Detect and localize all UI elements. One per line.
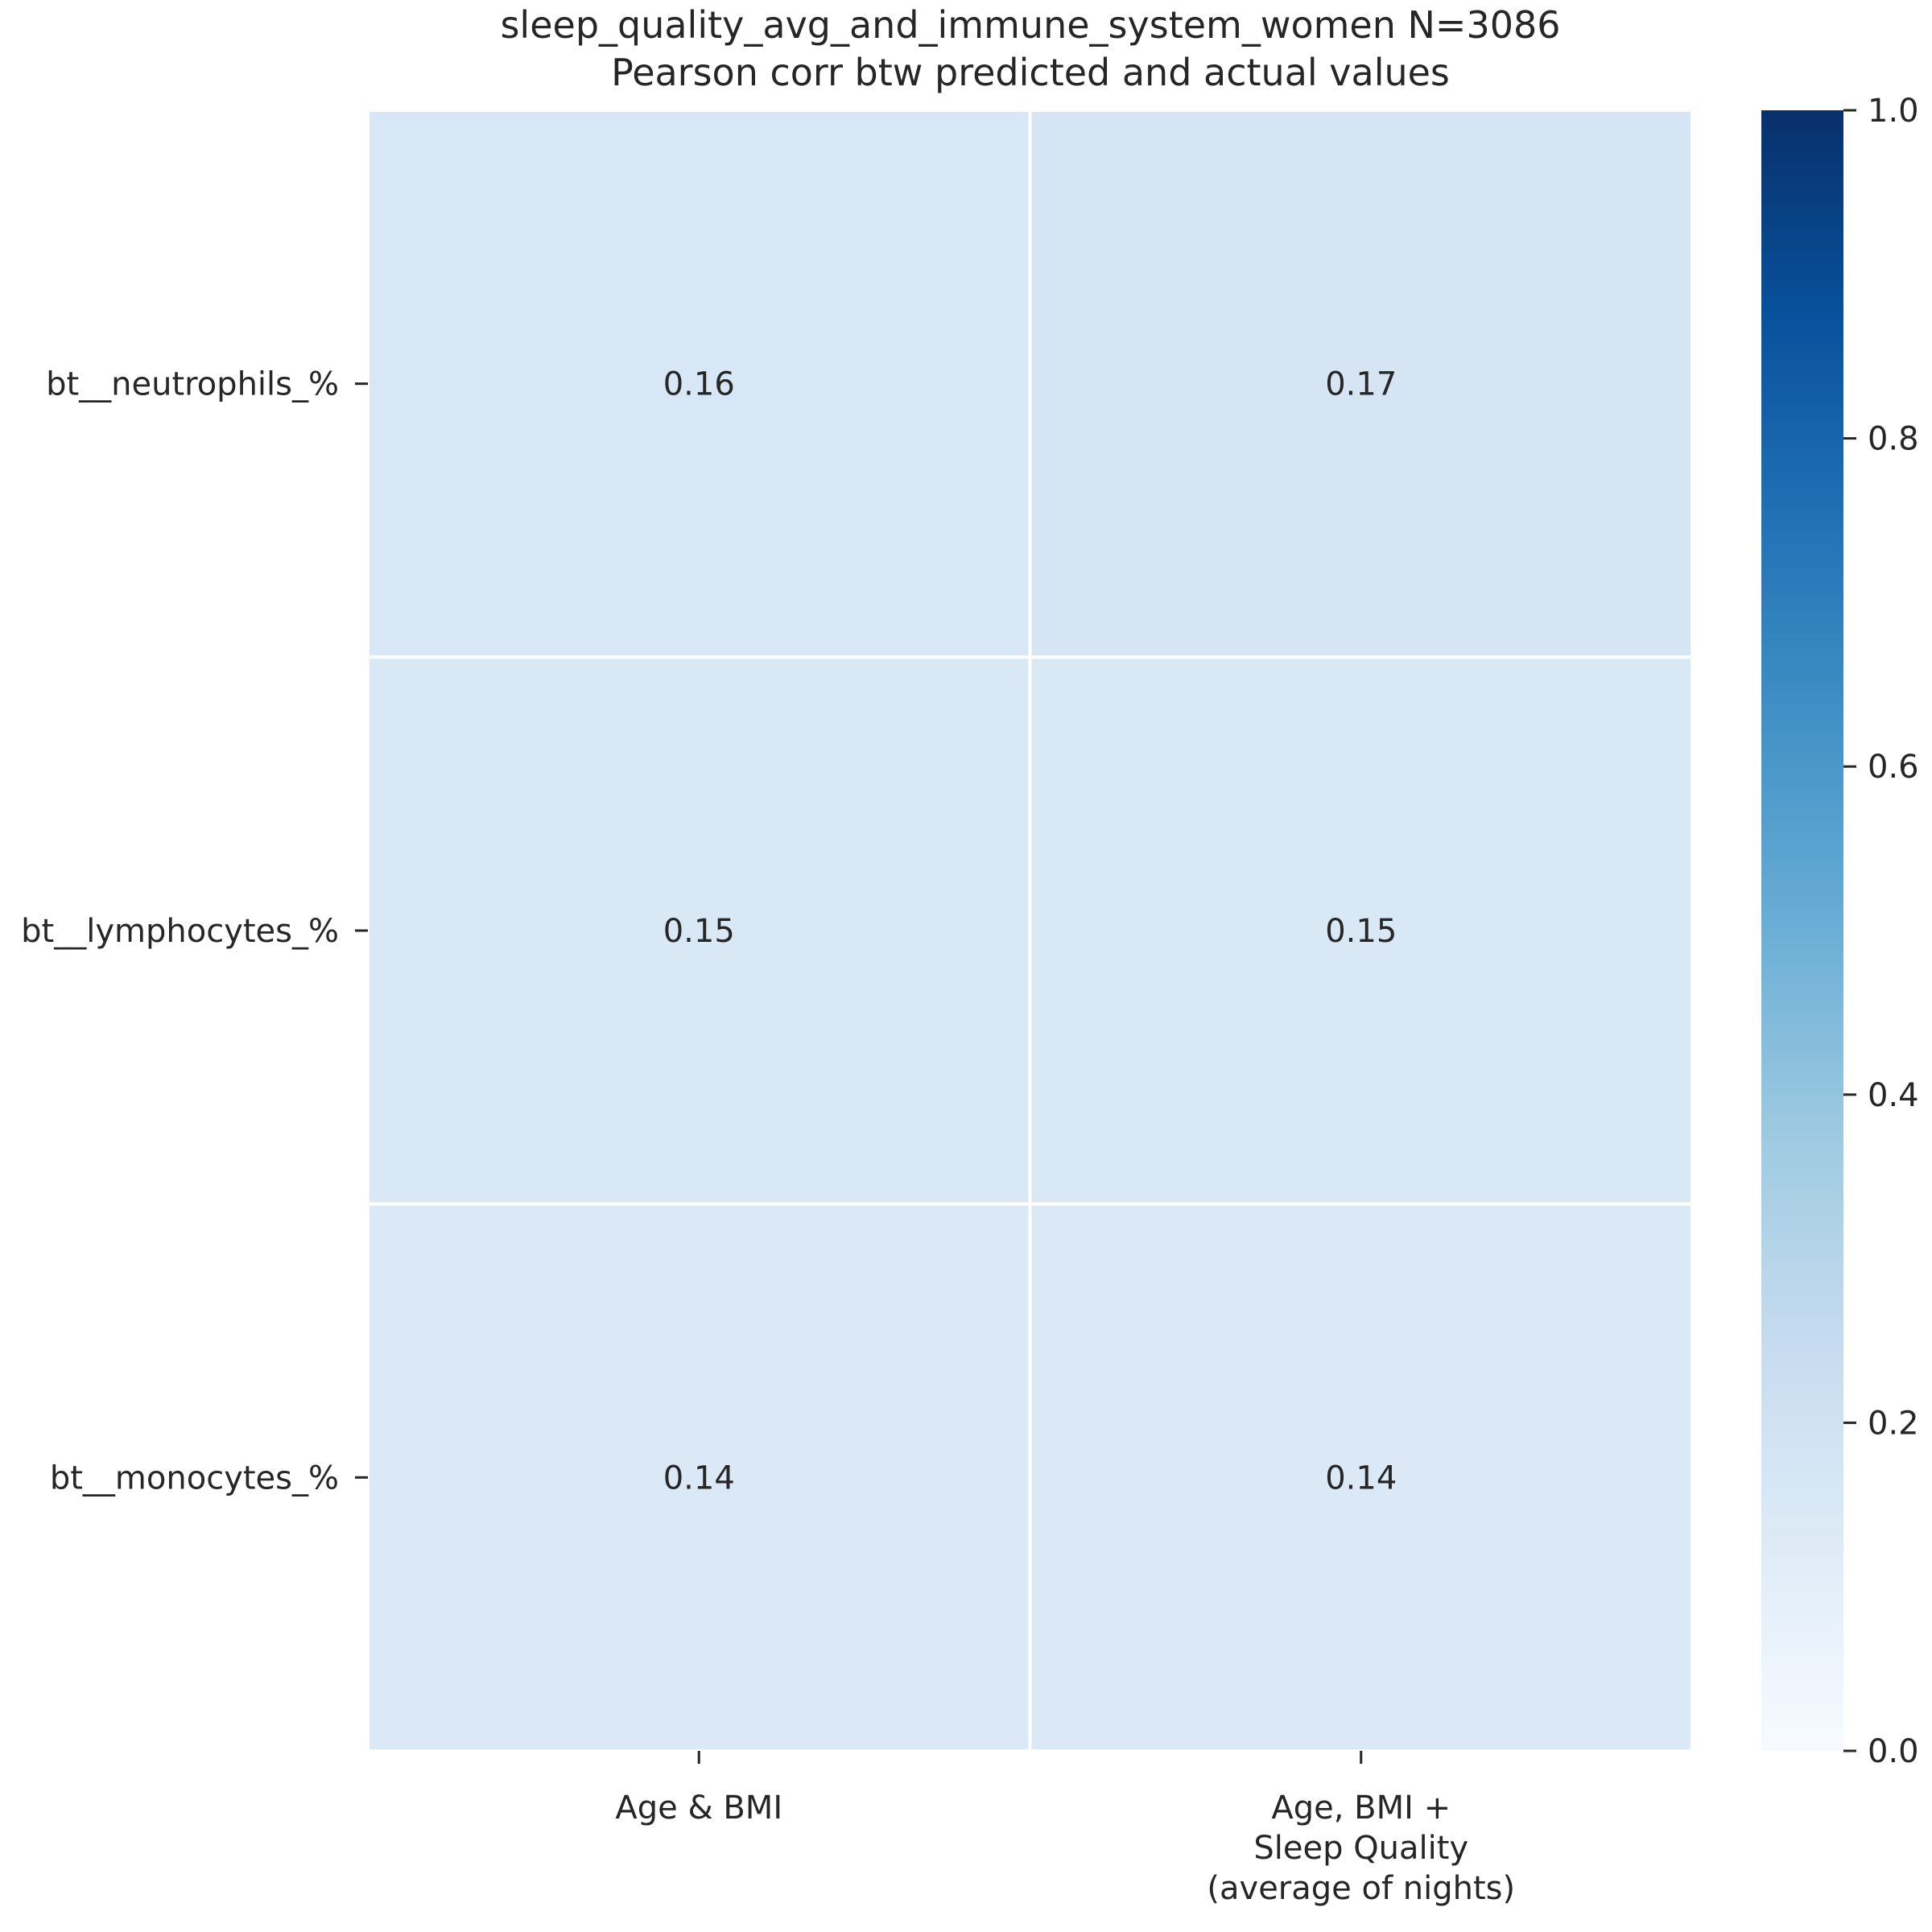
cell-value-label: 0.14 xyxy=(663,1459,735,1496)
colorbar: 0.0 0.2 0.4 0.6 0.8 1.0 xyxy=(1761,93,1919,1770)
colorbar-tick-label: 1.0 xyxy=(1868,93,1919,130)
cell-value-label: 0.17 xyxy=(1325,366,1397,403)
cell-value-label: 0.16 xyxy=(663,366,735,403)
colorbar-tick-label: 0.4 xyxy=(1868,1077,1919,1114)
x-tick-label: Age & BMI xyxy=(615,1790,782,1827)
y-tick-label: bt__monocytes_% xyxy=(50,1459,339,1496)
heatmap-cell xyxy=(1028,109,1694,659)
heatmap-cell xyxy=(366,655,1032,1206)
heatmap-cell xyxy=(366,1202,1032,1752)
x-tick-label: (average of nights) xyxy=(1207,1870,1515,1907)
colorbar-tick-label: 0.0 xyxy=(1868,1733,1919,1770)
heatmap-cells: 0.16 0.17 0.15 0.15 0.14 0.14 xyxy=(366,109,1694,1752)
x-axis: Age & BMI Age, BMI +Sleep Quality(average… xyxy=(615,1751,1515,1907)
colorbar-tick-label: 0.2 xyxy=(1868,1405,1919,1442)
heatmap-cell xyxy=(1028,655,1694,1206)
colorbar-gradient xyxy=(1761,110,1843,1751)
heatmap-cell xyxy=(366,109,1032,659)
cell-value-label: 0.15 xyxy=(663,913,735,950)
cell-value-label: 0.14 xyxy=(1325,1459,1397,1496)
x-tick-label: Age, BMI + xyxy=(1271,1790,1451,1827)
y-axis: bt__neutrophils_% bt__lymphocytes_% bt__mo… xyxy=(21,366,368,1496)
colorbar-tick-label: 0.6 xyxy=(1868,749,1919,786)
heatmap-cell xyxy=(1028,1202,1694,1752)
y-tick-label: bt__neutrophils_% xyxy=(46,366,339,403)
cell-value-label: 0.15 xyxy=(1325,913,1397,950)
colorbar-tick-label: 0.8 xyxy=(1868,421,1919,458)
y-tick-label: bt__lymphocytes_% xyxy=(21,913,339,950)
chart-title-line-1: sleep_quality_avg_and_immune_system_wome… xyxy=(500,3,1560,47)
chart-title-line-2: Pearson corr btw predicted and actual va… xyxy=(611,51,1450,94)
x-tick-label: Sleep Quality xyxy=(1253,1830,1468,1867)
